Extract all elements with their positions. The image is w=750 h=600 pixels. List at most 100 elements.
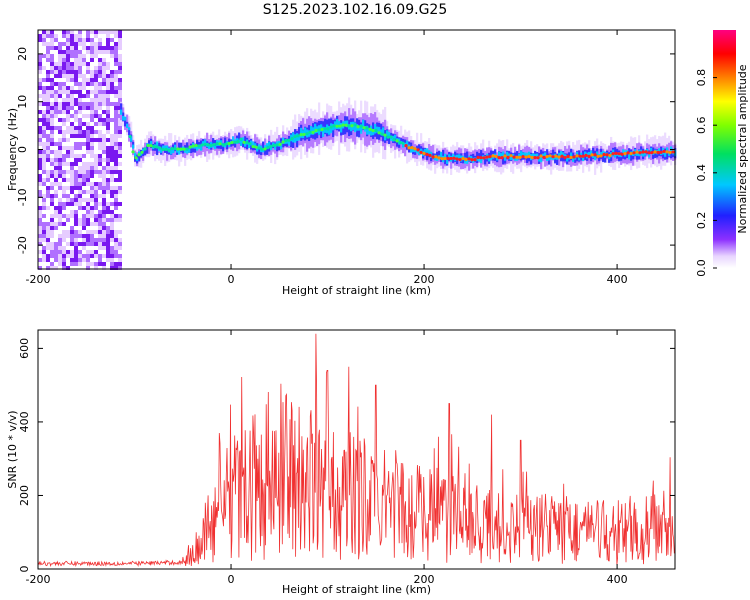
ridge-cell [298,126,301,140]
noise-cell [38,78,42,82]
noise-cell [86,126,90,130]
ridge-core-point [452,156,456,160]
noise-cell [78,70,82,74]
noise-cell [54,138,58,142]
noise-cell [86,170,90,174]
noise-cell [46,106,50,110]
noise-cell [82,62,86,66]
noise-cell [38,170,42,174]
noise-cell [58,90,62,94]
ridge-core-point [476,155,480,160]
noise-cell [118,178,122,182]
colorbar-tick-label: 0.2 [695,212,708,230]
noise-cell [98,54,102,58]
noise-cell [50,102,54,106]
noise-cell [54,30,58,34]
ridge-cell [294,134,297,143]
noise-cell [74,46,78,50]
noise-cell [94,146,98,150]
noise-cell [86,82,90,86]
ridge-cell [320,124,323,132]
noise-cell [118,110,122,114]
noise-cell [94,30,98,34]
noise-cell [38,198,42,202]
noise-cell [114,130,118,134]
noise-cell [110,170,114,174]
noise-cell [94,34,98,38]
noise-cell [94,222,98,226]
noise-cell [46,194,50,198]
noise-cell [74,166,78,170]
ridge-cell [176,140,179,154]
noise-cell [86,222,90,226]
noise-cell [94,218,98,222]
noise-cell [38,118,42,122]
noise-cell [98,134,102,138]
noise-cell [114,154,118,158]
ridge-core-point [338,124,342,128]
noise-cell [86,262,90,266]
ridge-core-point [299,133,303,137]
ridge-core-point [614,151,618,155]
noise-cell [78,82,82,86]
noise-cell [114,106,118,110]
ridge-cell [448,154,451,159]
noise-cell [58,166,62,170]
noise-cell [102,94,106,98]
noise-cell [42,110,46,114]
ridge-cell [476,157,479,161]
noise-cell [86,166,90,170]
noise-cell [62,198,66,202]
noise-cell [82,114,86,118]
noise-cell [66,90,70,94]
noise-cell [94,118,98,122]
noise-cell [46,70,50,74]
noise-cell [98,146,102,150]
ridge-cell [186,148,189,154]
noise-cell [70,106,74,110]
noise-cell [98,254,102,258]
noise-cell [110,214,114,218]
noise-cell [102,42,106,46]
noise-cell [50,94,54,98]
ridge-core-point [215,142,219,146]
noise-cell [106,94,110,98]
noise-cell [118,190,122,194]
ridge-cell [488,157,491,162]
noise-cell [78,106,82,110]
noise-cell [38,122,42,126]
ridge-core-point [470,158,474,162]
noise-cell [114,94,118,98]
ridge-cell [466,151,469,162]
noise-cell [62,242,66,246]
noise-cell [54,266,58,270]
noise-cell [46,186,50,190]
ridge-core-point [419,150,423,155]
ridge-cell [374,123,377,134]
noise-cell [70,102,74,106]
noise-cell [90,162,94,166]
y-tick-label: 200 [18,485,31,506]
noise-cell [42,62,46,66]
noise-cell [50,142,54,146]
noise-cell [98,122,102,126]
ridge-cell [516,151,519,158]
noise-cell [114,146,118,150]
ridge-core-point [230,140,234,145]
ridge-cell [132,144,135,149]
noise-cell [66,218,70,222]
noise-cell [50,178,54,182]
noise-cell [102,178,106,182]
noise-cell [66,166,70,170]
noise-cell [50,90,54,94]
noise-cell [90,170,94,174]
ridge-cell [322,126,325,137]
noise-cell [90,66,94,70]
noise-cell [54,146,58,150]
noise-cell [114,254,118,258]
spectrogram-ridge [120,97,677,175]
ridge-cell [548,155,551,161]
noise-cell [62,182,66,186]
ridge-cell [258,144,261,149]
